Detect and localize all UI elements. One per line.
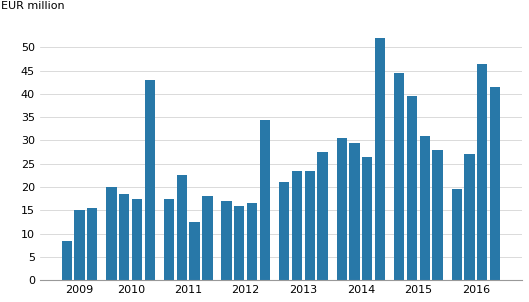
Bar <box>452 189 462 280</box>
Bar <box>87 208 97 280</box>
Bar <box>106 187 116 280</box>
Bar <box>305 171 315 280</box>
Bar <box>247 203 257 280</box>
Bar <box>336 138 346 280</box>
Bar <box>349 143 360 280</box>
Bar <box>279 182 289 280</box>
Bar <box>490 87 500 280</box>
Bar <box>419 136 430 280</box>
Bar <box>234 206 244 280</box>
Bar <box>177 175 187 280</box>
Y-axis label: EUR million: EUR million <box>1 1 65 11</box>
Bar <box>394 73 404 280</box>
Bar <box>292 171 302 280</box>
Bar <box>164 199 174 280</box>
Bar <box>432 150 443 280</box>
Bar <box>119 194 130 280</box>
Bar <box>132 199 142 280</box>
Bar <box>75 210 85 280</box>
Bar <box>362 157 372 280</box>
Bar <box>464 154 475 280</box>
Bar <box>189 222 200 280</box>
Bar <box>375 38 385 280</box>
Bar <box>260 120 270 280</box>
Bar <box>407 96 417 280</box>
Bar <box>62 241 72 280</box>
Bar <box>317 152 327 280</box>
Bar <box>477 64 487 280</box>
Bar <box>145 80 155 280</box>
Bar <box>202 196 213 280</box>
Bar <box>222 201 232 280</box>
